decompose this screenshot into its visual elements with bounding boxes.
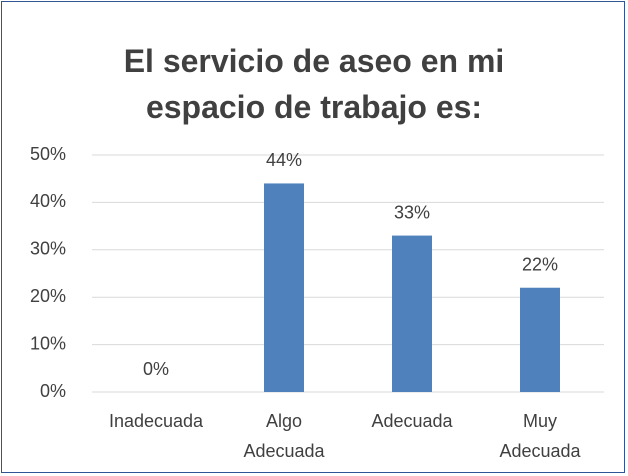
y-tick-label: 10% — [30, 333, 66, 353]
y-tick-label: 0% — [40, 381, 66, 401]
bar — [520, 287, 560, 392]
y-tick-label: 20% — [30, 286, 66, 306]
x-tick-label-line: Adecuada — [499, 441, 581, 461]
y-tick-label: 50% — [30, 144, 66, 164]
x-tick-label: Adecuada — [371, 411, 453, 431]
data-label: 0% — [143, 359, 169, 379]
x-tick-label: Muy Adecuada — [499, 411, 581, 461]
bar — [392, 235, 432, 392]
data-label: 22% — [522, 254, 558, 274]
x-tick-label-line: Algo — [266, 411, 302, 431]
x-tick-label: Inadecuada — [109, 411, 204, 431]
x-tick-label-line: Adecuada — [243, 441, 325, 461]
y-tick-label: 30% — [30, 239, 66, 259]
x-tick-label-line: Muy — [523, 411, 557, 431]
data-label: 44% — [266, 150, 302, 170]
y-tick-label: 40% — [30, 191, 66, 211]
data-label: 33% — [394, 202, 430, 222]
chart-title: El servicio de aseo en mi espacio de tra… — [123, 43, 505, 125]
x-tick-label: Algo Adecuada — [243, 411, 325, 461]
bar — [264, 183, 304, 392]
